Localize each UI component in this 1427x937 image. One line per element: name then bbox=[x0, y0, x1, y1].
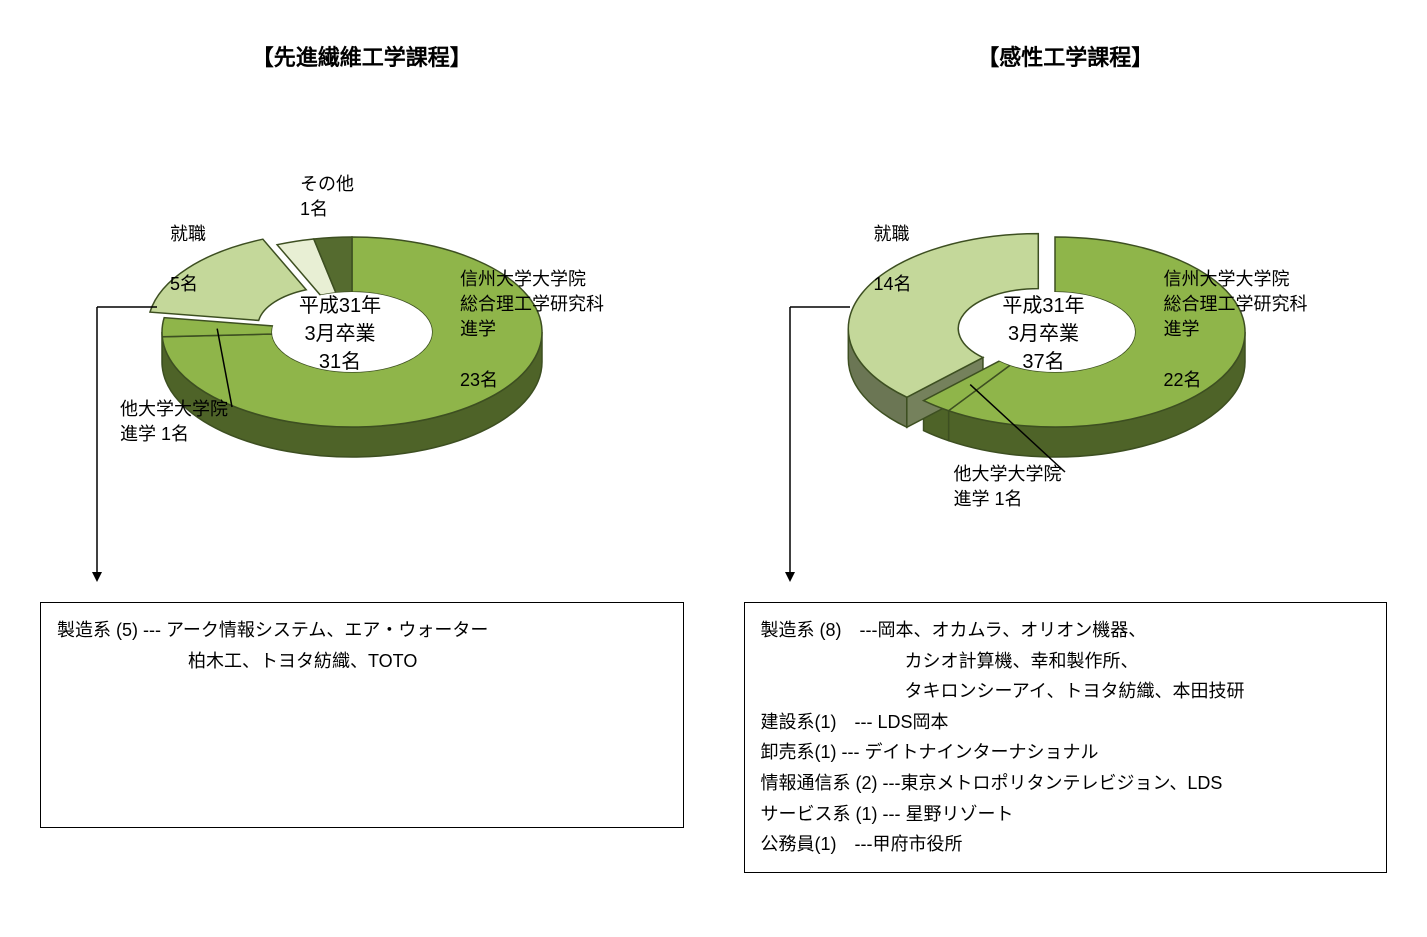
slice-label-grad_shinshu: 信州大学大学院総合理工学研究科進学 22名 bbox=[1164, 267, 1308, 393]
title-left: 【先進繊維工学課程】 bbox=[40, 40, 684, 72]
slice-label-grad_other: 他大学大学院進学 1名 bbox=[120, 397, 228, 447]
center-label: 平成31年3月卒業37名 bbox=[974, 292, 1114, 376]
slice-label-grad_shinshu: 信州大学大学院総合理工学研究科進学 23名 bbox=[460, 267, 604, 393]
chart-wrap-right: 平成31年3月卒業37名信州大学大学院総合理工学研究科進学 22名他大学大学院進… bbox=[744, 102, 1388, 582]
title-right: 【感性工学課程】 bbox=[744, 40, 1388, 72]
center-label: 平成31年3月卒業31名 bbox=[270, 292, 410, 376]
panel-left: 【先進繊維工学課程】 平成31年3月卒業31名信州大学大学院総合理工学研究科進学… bbox=[40, 40, 684, 873]
slice-label-other: その他1名 bbox=[300, 172, 354, 222]
slice-label-grad_other: 他大学大学院進学 1名 bbox=[954, 462, 1062, 512]
panel-right: 【感性工学課程】 平成31年3月卒業37名信州大学大学院総合理工学研究科進学 2… bbox=[744, 40, 1388, 873]
slice-label-employ: 就職 5名 bbox=[170, 222, 206, 298]
chart-wrap-left: 平成31年3月卒業31名信州大学大学院総合理工学研究科進学 23名他大学大学院進… bbox=[40, 102, 684, 582]
details-left: 製造系 (5) --- アーク情報システム、エア・ウォーター 柏木工、トヨタ紡織… bbox=[40, 602, 684, 828]
charts-container: 【先進繊維工学課程】 平成31年3月卒業31名信州大学大学院総合理工学研究科進学… bbox=[40, 40, 1387, 873]
slice-label-employ: 就職 14名 bbox=[874, 222, 912, 298]
details-right: 製造系 (8) ---岡本、オカムラ、オリオン機器、 カシオ計算機、幸和製作所、… bbox=[744, 602, 1388, 873]
